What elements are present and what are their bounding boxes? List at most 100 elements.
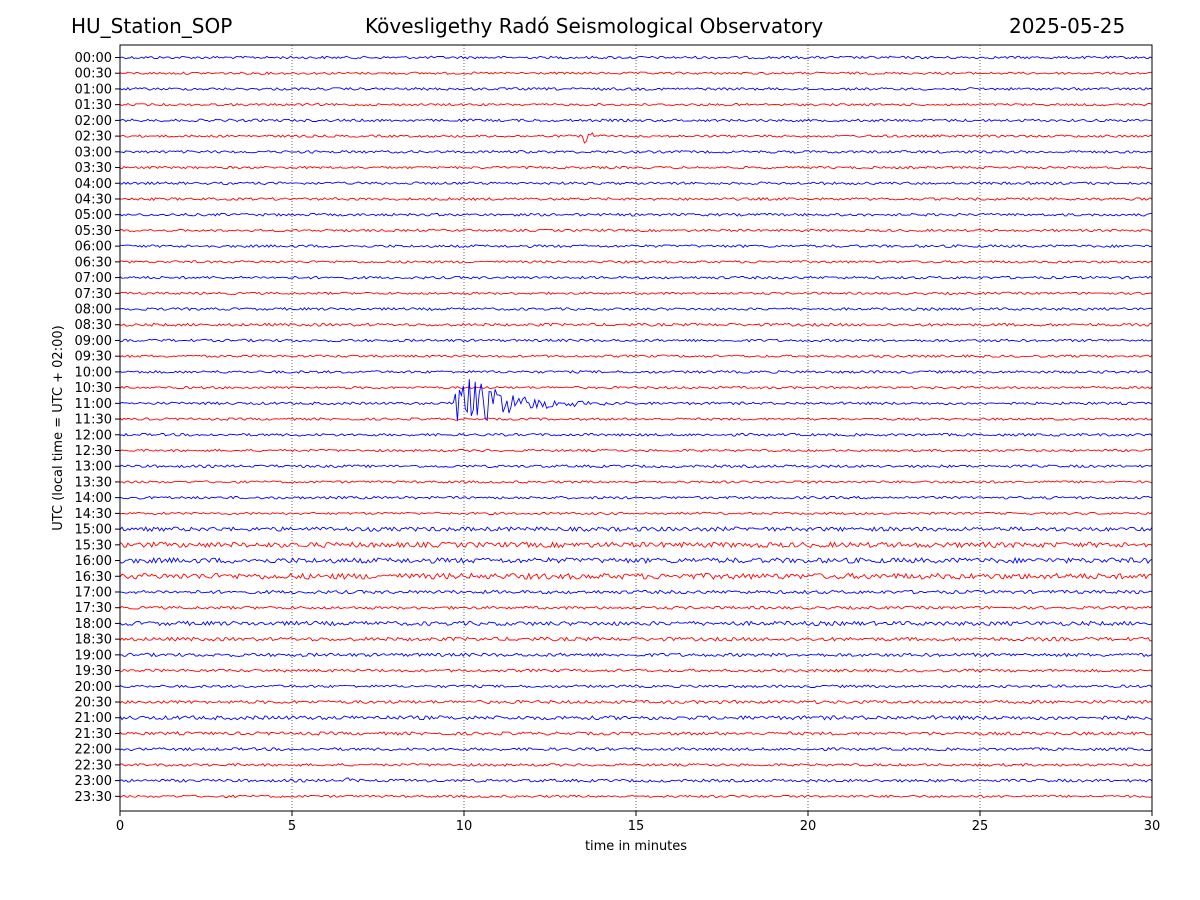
y-tick-label: 23:30 <box>75 790 112 805</box>
observatory-title: Kövesligethy Radó Seismological Observat… <box>365 14 824 38</box>
y-tick-label: 11:00 <box>75 397 112 412</box>
y-axis-label: UTC (local time = UTC + 02:00) <box>51 325 66 530</box>
x-tick-label: 15 <box>628 819 645 834</box>
trace-line <box>119 572 1153 581</box>
trace-line <box>119 196 1153 202</box>
station-label: HU_Station_SOP <box>71 14 233 38</box>
trace-line <box>119 699 1153 705</box>
trace-line <box>119 652 1153 658</box>
trace-line <box>119 541 1153 549</box>
trace-line <box>119 102 1153 107</box>
y-tick-label: 20:30 <box>75 696 112 711</box>
trace-line <box>119 464 1153 469</box>
trace-line <box>119 379 1153 422</box>
x-tick-label: 25 <box>972 819 989 834</box>
trace-line <box>119 526 1153 533</box>
trace-line <box>119 777 1153 783</box>
y-tick-label: 12:30 <box>75 444 112 459</box>
trace-line <box>119 417 1153 421</box>
y-tick-label: 09:30 <box>75 350 112 365</box>
y-tick-label: 06:00 <box>75 240 112 255</box>
y-tick-label: 23:00 <box>75 774 112 789</box>
trace-line <box>119 495 1153 500</box>
y-tick-label: 14:00 <box>75 491 112 506</box>
y-tick-label: 17:30 <box>75 601 112 616</box>
y-tick-label: 16:30 <box>75 570 112 585</box>
y-tick-label: 18:00 <box>75 617 112 632</box>
y-tick-label: 02:00 <box>75 114 112 129</box>
y-tick-label: 17:00 <box>75 585 112 600</box>
y-tick-label: 13:30 <box>75 475 112 490</box>
trace-line <box>119 589 1153 595</box>
trace-line <box>119 684 1153 689</box>
date-label: 2025-05-25 <box>1009 14 1126 38</box>
trace-line <box>119 132 1153 144</box>
trace-line <box>119 747 1153 752</box>
trace-line <box>119 794 1153 799</box>
trace-line <box>119 307 1153 311</box>
trace-line <box>119 620 1153 627</box>
trace-line <box>119 181 1153 186</box>
y-tick-label: 21:30 <box>75 727 112 742</box>
y-tick-label: 06:30 <box>75 255 112 270</box>
x-tick-label: 10 <box>456 819 473 834</box>
trace-line <box>119 55 1153 60</box>
trace-line <box>119 448 1153 453</box>
x-tick-label: 5 <box>288 819 296 834</box>
trace-line <box>119 71 1152 75</box>
y-tick-label: 02:30 <box>75 130 112 145</box>
y-tick-label: 22:30 <box>75 758 112 773</box>
y-tick-label: 04:30 <box>75 192 112 207</box>
trace-line <box>119 556 1153 565</box>
trace-line <box>119 165 1153 170</box>
trace-line <box>119 244 1153 249</box>
x-tick-label: 30 <box>1144 819 1161 834</box>
y-tick-label: 12:00 <box>75 428 112 443</box>
x-axis-label: time in minutes <box>585 839 687 854</box>
trace-line <box>119 731 1153 736</box>
y-tick-label: 01:30 <box>75 98 112 113</box>
trace-line <box>119 354 1153 358</box>
trace-line <box>119 338 1153 343</box>
y-tick-label: 07:00 <box>75 271 112 286</box>
y-axis: 00:0000:3001:0001:3002:0002:3003:0003:30… <box>75 51 120 805</box>
trace-line <box>119 369 1153 374</box>
y-tick-label: 05:00 <box>75 208 112 223</box>
y-tick-label: 15:00 <box>75 523 112 538</box>
y-tick-label: 22:00 <box>75 743 112 758</box>
y-tick-label: 16:00 <box>75 554 112 569</box>
trace-line <box>119 432 1153 437</box>
x-axis: 0 5 10 15 20 25 30 <box>116 811 1160 834</box>
y-tick-label: 03:00 <box>75 145 112 160</box>
y-tick-label: 05:30 <box>75 224 112 239</box>
trace-line <box>119 385 1153 390</box>
trace-line <box>119 260 1153 264</box>
trace-line <box>119 228 1153 233</box>
trace-line <box>119 762 1153 767</box>
trace-line <box>119 511 1153 516</box>
trace-line <box>119 87 1153 91</box>
x-tick-label: 0 <box>116 819 124 834</box>
trace-line <box>119 118 1153 123</box>
seismic-traces <box>119 55 1153 799</box>
y-tick-label: 19:30 <box>75 664 112 679</box>
x-tick-label: 20 <box>800 819 817 834</box>
trace-line <box>119 714 1153 721</box>
grid-lines <box>291 45 981 811</box>
trace-line <box>119 212 1152 217</box>
y-tick-label: 21:00 <box>75 711 112 726</box>
y-tick-label: 11:30 <box>75 413 112 428</box>
trace-line <box>119 275 1153 280</box>
y-tick-label: 10:00 <box>75 365 112 380</box>
y-tick-label: 04:00 <box>75 177 112 192</box>
y-tick-label: 09:00 <box>75 334 112 349</box>
y-tick-label: 15:30 <box>75 538 112 553</box>
y-tick-label: 03:30 <box>75 161 112 176</box>
y-tick-label: 01:00 <box>75 82 112 97</box>
y-tick-label: 19:00 <box>75 648 112 663</box>
trace-line <box>119 605 1153 610</box>
y-tick-label: 00:00 <box>75 51 112 66</box>
trace-line <box>119 322 1153 327</box>
trace-line <box>119 480 1153 484</box>
